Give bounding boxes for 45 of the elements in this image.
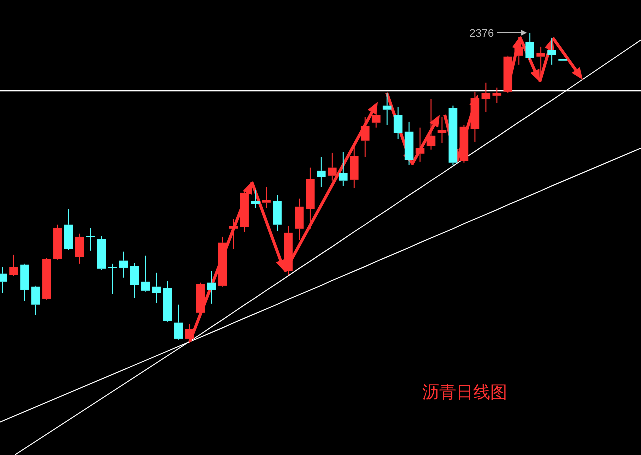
candlestick	[130, 262, 140, 299]
candlestick	[317, 156, 326, 188]
candlestick	[426, 98, 436, 150]
candlestick	[548, 37, 556, 66]
candlestick	[119, 251, 128, 278]
candlestick	[328, 152, 337, 182]
candlestick	[350, 146, 359, 188]
candlestick	[460, 124, 469, 164]
candlestick	[382, 92, 392, 126]
candlestick	[152, 272, 162, 304]
candlestick	[64, 208, 74, 250]
candlestick	[218, 236, 228, 288]
candlestick	[240, 189, 249, 233]
candlestick	[438, 116, 447, 144]
candlestick	[339, 152, 348, 187]
candlestick	[526, 32, 534, 60]
candlestick	[306, 167, 315, 230]
candlestick	[251, 189, 260, 209]
candlestick	[394, 106, 403, 140]
text: 沥青日线图	[422, 383, 508, 403]
candlestick	[54, 224, 62, 260]
candlestick	[295, 198, 304, 241]
candlestick	[404, 121, 414, 166]
candlestick	[185, 324, 194, 344]
candlestick	[262, 186, 271, 209]
candlestick	[229, 218, 238, 250]
candlestick	[174, 304, 184, 340]
candlestick	[207, 270, 216, 304]
candlestick	[284, 226, 293, 276]
candlestick	[273, 194, 282, 232]
candlestick	[360, 116, 370, 158]
candlestick	[20, 263, 30, 302]
candlestick	[32, 285, 40, 316]
candlestick	[108, 263, 118, 295]
candlestick	[141, 255, 150, 292]
candlestick	[75, 233, 84, 264]
candlestick	[470, 91, 480, 143]
candlestick	[482, 82, 491, 113]
candlestick	[492, 87, 502, 104]
candlestick	[10, 254, 18, 277]
candlestick	[416, 127, 425, 162]
candlestick	[86, 227, 96, 252]
annotation: 2376	[470, 28, 494, 40]
candlestick	[42, 258, 52, 300]
candlestick	[163, 280, 172, 322]
